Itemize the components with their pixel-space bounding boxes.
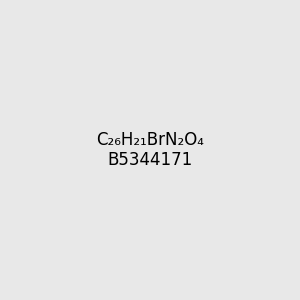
Text: C₂₆H₂₁BrN₂O₄
B5344171: C₂₆H₂₁BrN₂O₄ B5344171 xyxy=(96,130,204,170)
